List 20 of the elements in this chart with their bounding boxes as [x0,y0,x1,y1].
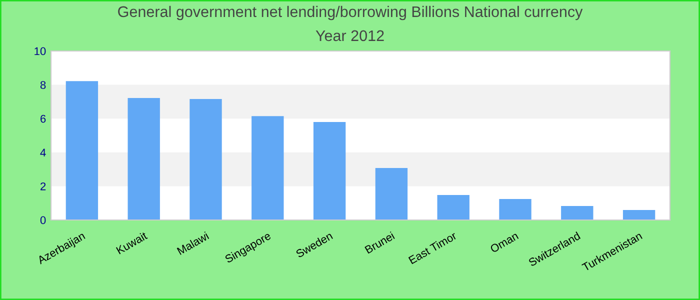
bar [313,122,346,220]
bar [190,98,222,220]
bar [375,168,408,220]
bar [622,210,656,220]
y-tick-label: 8 [40,81,46,89]
bar [437,194,470,220]
chart-title: General government net lending/borrowing Billions National currency [118,6,583,20]
x-tick-label: East Timor [408,231,458,264]
y-tick-label: 6 [40,114,46,123]
y-tick-label: 0 [40,216,46,224]
y-tick-label: 2 [40,182,46,190]
bar [66,81,98,220]
bar [128,98,160,220]
y-tick-label: 10 [34,47,46,56]
bar [561,206,594,220]
x-tick-label: Oman [490,232,519,254]
chart-subtitle: Year 2012 [316,30,384,42]
y-tick-label: 4 [40,148,46,156]
bar [252,116,284,220]
bar [499,199,532,220]
